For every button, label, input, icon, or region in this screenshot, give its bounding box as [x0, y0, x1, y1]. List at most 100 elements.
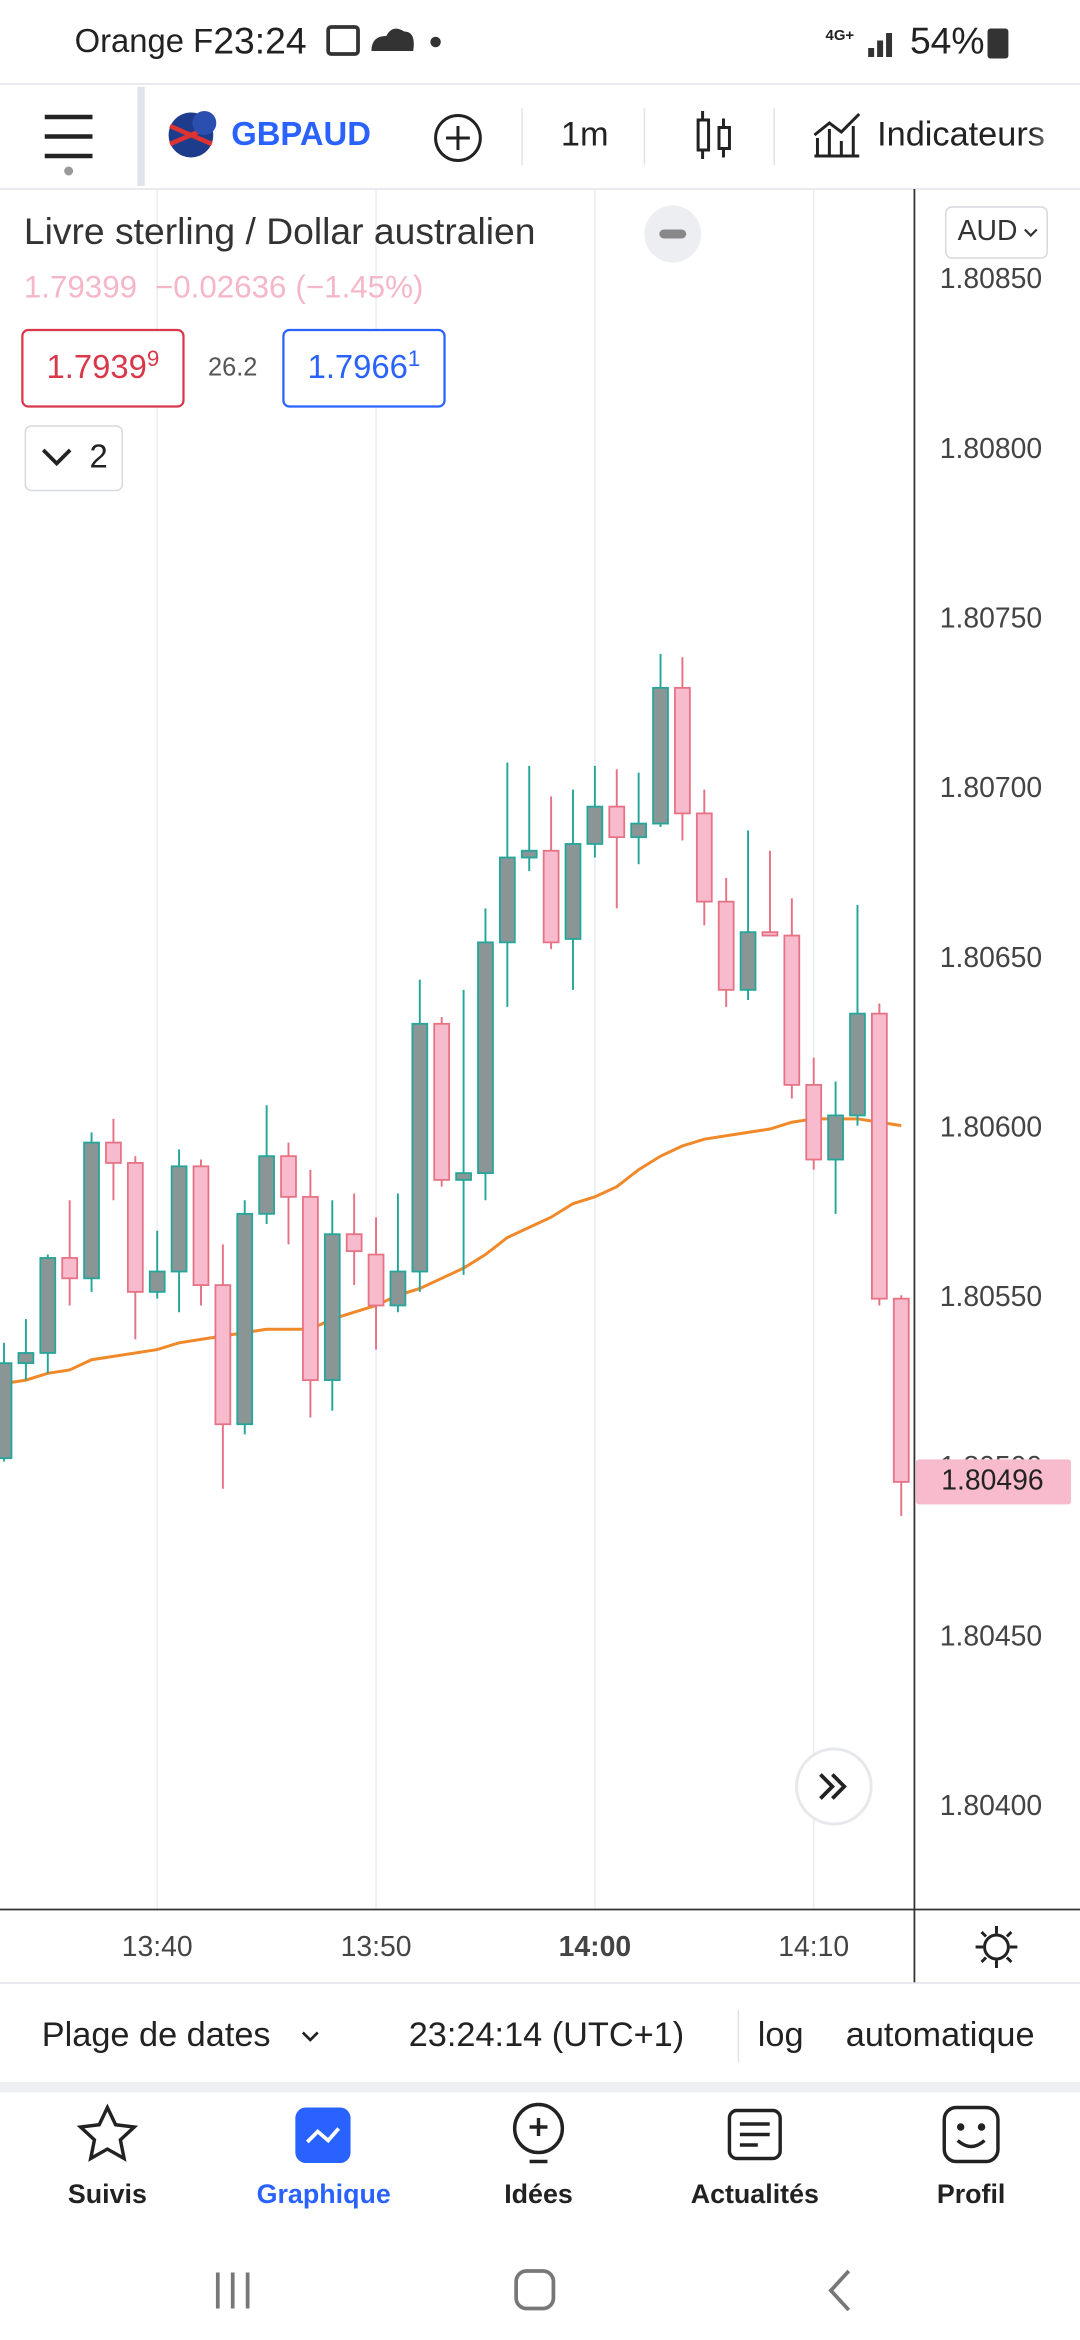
shape	[24, 425, 124, 492]
candle-body	[674, 686, 691, 815]
buy-button[interactable]: 1.79661	[282, 328, 446, 408]
shape	[1024, 228, 1038, 238]
candle-body	[498, 856, 516, 944]
x-tick-label: 14:10	[778, 1931, 849, 1963]
menu-button[interactable]	[44, 114, 93, 176]
indicators-button[interactable]: Indicateurs	[813, 112, 1045, 158]
candle-body	[280, 1155, 297, 1198]
shape	[727, 2108, 782, 2161]
candle-body	[455, 1172, 472, 1181]
compare-button[interactable]	[434, 114, 482, 162]
home[interactable]	[514, 2269, 556, 2311]
candle-body	[542, 849, 560, 944]
text-part: −0.02636	[155, 270, 287, 305]
battery: 54%	[910, 19, 985, 61]
shape: Suivis	[68, 2179, 147, 2209]
candle-body	[126, 1162, 144, 1293]
quote: 1.79399 −0.02636 (−1.45%)	[24, 270, 424, 305]
shape: Actualités	[691, 2179, 819, 2209]
grid	[156, 189, 815, 1910]
x-tick-label: 13:50	[341, 1931, 412, 1963]
recent-apps[interactable]	[215, 2272, 250, 2309]
sell-button[interactable]: 1.79399	[21, 328, 185, 408]
candle-body	[739, 931, 757, 991]
candle-body	[608, 805, 626, 839]
candle-body	[214, 1284, 232, 1426]
date-range-button[interactable]: Plage de dates	[42, 2016, 319, 2054]
text-part: 9	[147, 346, 159, 371]
candle-body	[411, 1022, 429, 1273]
candle-body	[17, 1352, 35, 1365]
currency-button[interactable]: AUD	[945, 206, 1048, 259]
plot	[0, 653, 910, 1516]
y-tick-label: 1.80600	[940, 1111, 1042, 1143]
shape	[977, 2123, 986, 2131]
shape	[192, 111, 217, 135]
signal	[868, 33, 893, 57]
shape: Profil	[937, 2179, 1006, 2209]
shape	[305, 2127, 341, 2144]
spread: 26.2	[208, 354, 257, 382]
shape	[434, 114, 482, 162]
candle-body	[805, 1083, 823, 1161]
back[interactable]	[828, 2269, 851, 2312]
shape	[529, 2118, 548, 2164]
candle-body	[871, 1012, 888, 1300]
x-tick-label: 14:00	[559, 1931, 631, 1963]
candle-body	[192, 1165, 210, 1286]
text-part: 1.7939	[47, 348, 147, 385]
expand-indicators[interactable]: 2	[24, 425, 124, 492]
y-tick-label: 1.80450	[940, 1620, 1042, 1652]
shape	[44, 114, 93, 159]
shape: Idées	[504, 2179, 573, 2209]
candle-body	[0, 1362, 13, 1460]
nav-ideas[interactable]: Idées	[504, 2102, 573, 2210]
shape	[64, 166, 74, 176]
candle-body	[39, 1257, 57, 1354]
shape: Graphique	[257, 2179, 391, 2209]
gallery-icon	[326, 25, 360, 56]
y-tick-label: 1.80700	[940, 772, 1042, 804]
nav-news[interactable]: Actualités	[691, 2108, 819, 2210]
candle-body	[717, 900, 735, 991]
last-price-label: 1.80496	[941, 1464, 1043, 1496]
collapse-legend[interactable]	[644, 205, 702, 263]
shape	[659, 229, 687, 239]
candle-body	[389, 1270, 407, 1307]
nav-watchlist[interactable]: Suivis	[68, 2103, 147, 2210]
candle-body	[236, 1212, 254, 1426]
candle-body	[849, 1012, 866, 1117]
chart-type-button[interactable]	[696, 111, 731, 159]
settings-button[interactable]	[975, 1926, 1018, 1968]
shape	[739, 2122, 770, 2147]
network: 4G+	[826, 27, 855, 44]
auto-toggle[interactable]: automatique	[846, 2016, 1035, 2054]
shape	[696, 118, 711, 152]
y-tick-label: 1.80400	[940, 1790, 1042, 1822]
shape	[983, 1933, 1010, 1961]
candle-body	[827, 1114, 844, 1161]
shape: Plage de dates	[42, 2016, 271, 2054]
symbol: GBPAUD	[231, 115, 371, 152]
interval[interactable]: 1m	[561, 116, 609, 154]
y-tick-label: 1.80800	[940, 433, 1042, 465]
shape	[41, 448, 72, 467]
timezone[interactable]: 23:24:14 (UTC+1)	[409, 2016, 684, 2054]
clock: 23:24	[213, 19, 306, 61]
symbol-button[interactable]: GBPAUD	[168, 111, 371, 158]
log-toggle[interactable]: log	[758, 2016, 804, 2054]
candle-body	[302, 1195, 319, 1382]
y-tick-label: 1.80650	[940, 942, 1042, 974]
candle-body	[477, 941, 494, 1175]
shape	[701, 111, 725, 159]
nav-profile[interactable]: Profil	[937, 2105, 1006, 2210]
last-price-tag	[915, 1459, 1072, 1505]
scroll-to-realtime[interactable]	[795, 1747, 873, 1826]
candle-body	[761, 931, 779, 937]
nav-chart[interactable]: Graphique	[257, 2107, 391, 2210]
shape	[975, 1926, 1018, 1968]
y-tick-label: 1.80550	[940, 1281, 1042, 1313]
candle-body	[345, 1233, 363, 1253]
